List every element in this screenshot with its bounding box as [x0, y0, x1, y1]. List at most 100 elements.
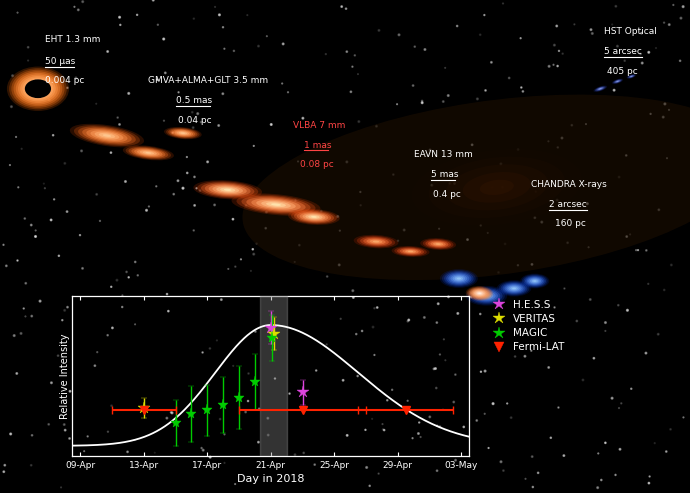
- Point: [495, 160, 506, 168]
- Point: [117, 291, 128, 299]
- Point: [23, 43, 34, 51]
- Point: [678, 2, 689, 10]
- Point: [453, 310, 464, 317]
- Point: [600, 439, 611, 447]
- Point: [215, 415, 226, 423]
- Point: [462, 236, 473, 244]
- Ellipse shape: [408, 250, 413, 252]
- Point: [355, 188, 366, 196]
- Point: [77, 264, 88, 272]
- Point: [520, 352, 531, 360]
- Point: [132, 11, 143, 19]
- Point: [228, 215, 239, 223]
- Point: [578, 376, 589, 384]
- Ellipse shape: [530, 279, 540, 283]
- Ellipse shape: [444, 271, 473, 286]
- Ellipse shape: [123, 145, 174, 160]
- Ellipse shape: [291, 210, 337, 224]
- Point: [420, 45, 431, 53]
- Point: [545, 434, 556, 442]
- Point: [173, 88, 184, 96]
- Point: [204, 345, 215, 352]
- Point: [409, 43, 420, 51]
- Text: HST Optical: HST Optical: [604, 27, 657, 36]
- Point: [622, 306, 633, 314]
- Point: [665, 425, 676, 433]
- Point: [159, 117, 170, 125]
- Ellipse shape: [474, 290, 485, 296]
- Point: [549, 304, 560, 312]
- Point: [59, 426, 70, 434]
- Point: [361, 463, 372, 471]
- Point: [379, 426, 390, 434]
- Point: [43, 421, 55, 428]
- Point: [168, 190, 179, 198]
- Point: [592, 484, 603, 492]
- Point: [513, 145, 524, 153]
- Ellipse shape: [201, 182, 255, 197]
- Ellipse shape: [599, 88, 602, 89]
- Point: [107, 324, 118, 332]
- Point: [506, 414, 517, 422]
- Point: [352, 372, 363, 380]
- Ellipse shape: [470, 288, 489, 299]
- Text: CHANDRA X-rays: CHANDRA X-rays: [531, 180, 607, 189]
- Point: [449, 179, 460, 187]
- Point: [64, 387, 75, 395]
- Ellipse shape: [266, 202, 286, 207]
- Point: [59, 307, 70, 315]
- Point: [284, 389, 295, 397]
- Point: [214, 11, 225, 19]
- Point: [621, 233, 632, 241]
- Ellipse shape: [455, 277, 463, 281]
- Point: [290, 451, 301, 458]
- Ellipse shape: [78, 126, 136, 145]
- Point: [635, 50, 646, 58]
- Point: [391, 100, 402, 108]
- Ellipse shape: [475, 290, 498, 301]
- Ellipse shape: [480, 179, 514, 195]
- Point: [294, 241, 305, 249]
- Point: [0, 468, 10, 476]
- Point: [553, 404, 564, 412]
- Point: [235, 255, 246, 263]
- Point: [437, 406, 448, 414]
- Ellipse shape: [433, 243, 443, 246]
- Ellipse shape: [392, 246, 429, 257]
- Point: [253, 42, 264, 50]
- Point: [347, 287, 358, 295]
- Point: [187, 108, 198, 116]
- Point: [11, 370, 22, 378]
- Point: [230, 480, 241, 488]
- Point: [0, 241, 9, 249]
- Point: [403, 316, 414, 324]
- Point: [12, 9, 23, 17]
- Point: [549, 41, 560, 49]
- Point: [527, 483, 538, 491]
- Point: [310, 367, 322, 375]
- Point: [407, 434, 418, 442]
- Point: [559, 284, 570, 292]
- Point: [483, 444, 494, 452]
- Point: [247, 246, 258, 253]
- Point: [645, 110, 656, 118]
- Point: [438, 335, 449, 343]
- Ellipse shape: [501, 282, 527, 295]
- Point: [500, 240, 511, 248]
- Point: [583, 244, 594, 251]
- Point: [636, 29, 647, 37]
- Point: [114, 13, 125, 21]
- Point: [353, 118, 364, 126]
- Ellipse shape: [451, 275, 467, 282]
- Point: [556, 134, 567, 142]
- Text: 0.08 pc: 0.08 pc: [300, 160, 334, 169]
- Point: [46, 379, 57, 387]
- Point: [6, 103, 17, 110]
- Point: [526, 260, 538, 268]
- Text: EHT 1.3 mm: EHT 1.3 mm: [45, 35, 100, 43]
- Point: [640, 349, 651, 357]
- Point: [342, 48, 353, 56]
- Point: [270, 375, 281, 383]
- Ellipse shape: [197, 181, 258, 198]
- Point: [7, 72, 18, 80]
